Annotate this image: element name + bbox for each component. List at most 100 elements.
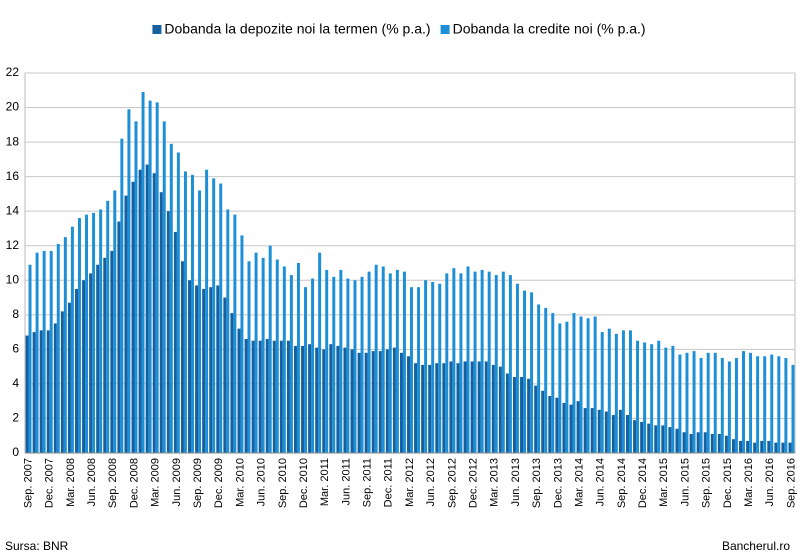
bar	[572, 313, 576, 453]
bar	[385, 349, 389, 453]
bar	[261, 257, 265, 453]
bar	[505, 373, 509, 453]
bar	[145, 164, 149, 453]
bar	[774, 442, 778, 453]
bar	[294, 345, 297, 453]
bar	[696, 432, 700, 453]
bar	[198, 190, 202, 454]
bar	[449, 361, 453, 453]
bar	[195, 285, 199, 453]
bar	[586, 318, 590, 453]
bar	[678, 354, 682, 453]
bar	[279, 340, 283, 453]
x-tick-label: Jun. 2008	[86, 458, 98, 506]
x-tick-label: Dec. 2015	[722, 458, 734, 508]
bar	[343, 347, 347, 453]
bar	[180, 261, 184, 453]
bar	[727, 361, 731, 453]
bar	[604, 411, 608, 453]
bar	[318, 252, 322, 453]
y-tick-label: 16	[6, 169, 20, 183]
bar	[282, 266, 286, 453]
bar	[244, 339, 248, 453]
bar	[159, 192, 163, 453]
bar	[311, 278, 315, 453]
bar	[70, 226, 74, 453]
bar	[131, 181, 135, 453]
bar	[138, 169, 142, 453]
bar	[484, 361, 488, 453]
y-tick-label: 14	[6, 203, 20, 217]
bar	[367, 271, 371, 453]
bar	[473, 271, 477, 453]
bar	[682, 432, 686, 453]
credit: Bancherul.ro	[722, 539, 790, 553]
bar	[664, 347, 668, 453]
bar	[576, 401, 580, 453]
bar	[569, 404, 573, 453]
bar	[289, 275, 293, 453]
bar	[378, 351, 382, 453]
bar	[346, 278, 350, 453]
bar	[28, 264, 32, 453]
bar	[176, 152, 180, 454]
bar	[268, 245, 272, 453]
bar	[226, 209, 230, 453]
bar	[25, 335, 29, 453]
bar	[237, 328, 241, 453]
bar	[124, 195, 128, 454]
bar	[42, 250, 46, 453]
bar	[692, 351, 696, 453]
bar	[325, 269, 329, 453]
bar	[689, 434, 693, 453]
bar	[746, 440, 750, 453]
bar	[286, 340, 290, 453]
bar	[364, 352, 368, 453]
bar	[614, 333, 618, 453]
bar	[753, 442, 757, 453]
bar	[643, 342, 647, 453]
bar	[487, 271, 491, 453]
bar	[541, 390, 545, 453]
bar	[254, 252, 258, 453]
x-tick-label: Jun. 2010	[256, 458, 268, 506]
bar	[304, 287, 308, 453]
bar	[491, 364, 495, 453]
bar	[258, 340, 262, 453]
bar	[353, 280, 357, 453]
x-tick-label: Mar. 2011	[319, 458, 331, 506]
x-tick-label: Jun. 2015	[679, 458, 691, 506]
bar	[148, 100, 152, 454]
bar	[183, 171, 187, 454]
bar	[498, 366, 502, 453]
bar	[152, 173, 156, 453]
x-tick-label: Jun. 2013	[510, 458, 522, 506]
bar	[611, 415, 615, 453]
bar	[155, 102, 159, 453]
x-tick-label: Mar. 2015	[658, 458, 670, 507]
bar	[166, 211, 170, 453]
bar	[414, 363, 418, 453]
bar	[544, 307, 548, 453]
bar	[590, 408, 594, 453]
y-tick-label: 6	[12, 342, 19, 356]
bar	[477, 361, 481, 453]
bar	[322, 349, 326, 453]
bar	[381, 266, 385, 453]
bar	[739, 440, 743, 453]
bar	[562, 402, 566, 453]
bar	[371, 351, 375, 453]
bar	[251, 340, 255, 453]
bar	[85, 214, 89, 453]
bar	[530, 292, 534, 453]
bar	[357, 352, 361, 453]
x-tick-label: Jun. 2012	[425, 458, 437, 506]
bar	[756, 356, 760, 453]
x-tick-label: Sep. 2008	[107, 458, 119, 508]
bar	[607, 328, 611, 453]
x-tick-label: Dec. 2014	[637, 458, 649, 508]
bar	[494, 275, 498, 453]
bar	[675, 428, 679, 453]
bar	[53, 323, 57, 453]
